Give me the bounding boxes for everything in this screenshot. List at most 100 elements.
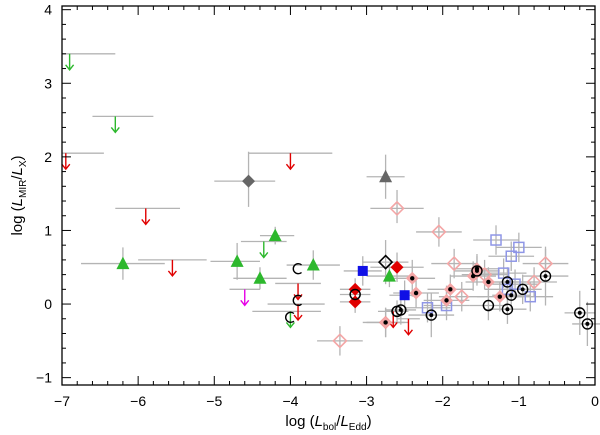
- center-dot: [497, 294, 503, 299]
- diamond-open-shape: [377, 254, 394, 270]
- circle-shape: [471, 265, 483, 277]
- arrow-down-marker: [65, 53, 75, 71]
- triangle-shape: [230, 254, 244, 267]
- circle-open-shape: [391, 305, 403, 318]
- pink-diamond-dot-marker: [443, 282, 457, 296]
- pink-diamond-dot-marker: [379, 315, 393, 329]
- arrow-down-marker: [110, 116, 120, 134]
- circle-open-marker: [482, 299, 495, 312]
- pink-diamond-dot-marker: [409, 286, 423, 300]
- center-dot: [383, 320, 388, 325]
- axes: −7 −6 −5 −4 −3 −2 −1 0 −1 0 1 2 3 4: [36, 2, 599, 409]
- diamond-open-shape: [332, 333, 348, 349]
- center-dot: [509, 293, 514, 298]
- diamond-shape: [390, 260, 404, 274]
- c-open-marker: [292, 263, 302, 275]
- center-dot: [520, 287, 525, 292]
- circle-shape: [574, 307, 586, 319]
- circle-open-shape: [349, 288, 361, 301]
- diamond-open-shape: [389, 200, 405, 217]
- circle-open-marker: [391, 305, 403, 318]
- c-open-marker: [292, 294, 302, 307]
- triangle-up-marker: [379, 169, 393, 183]
- arrow-head: [388, 321, 398, 329]
- arrow-head: [65, 64, 75, 71]
- triangle-up-marker: [116, 256, 130, 270]
- square-open-shape: [505, 250, 517, 262]
- square-open-shape: [490, 234, 502, 246]
- arrow-head: [285, 321, 295, 329]
- center-dot: [448, 287, 453, 292]
- x-tick-label: −7: [54, 393, 70, 409]
- center-dot: [474, 268, 479, 273]
- arrow-down-marker: [285, 311, 295, 329]
- circle-open-marker: [349, 288, 361, 301]
- diamond-shape: [242, 174, 256, 188]
- x-tick-label: −6: [130, 393, 146, 409]
- circle-shape: [516, 283, 529, 296]
- center-dot: [429, 313, 434, 318]
- circle-dot-marker: [505, 289, 517, 301]
- diamond-open-shape: [454, 289, 470, 305]
- arrow-down-marker: [259, 241, 269, 259]
- c-open-marker: [285, 311, 295, 323]
- square-marker: [399, 290, 410, 301]
- data-points: [61, 53, 594, 349]
- triangle-up-marker: [306, 258, 320, 271]
- circle-shape: [501, 276, 514, 288]
- y-tick-label: 4: [44, 2, 52, 18]
- x-tick-label: −2: [435, 393, 451, 409]
- y-tick-label: 2: [44, 149, 52, 165]
- center-dot: [413, 290, 419, 296]
- circle-shape: [505, 289, 517, 301]
- arrow-down-marker: [167, 259, 177, 278]
- triangle-shape: [116, 256, 130, 270]
- x-tick-label: −3: [359, 393, 375, 409]
- x-tick-label: 0: [591, 393, 599, 409]
- pink-diamond-dot-marker: [440, 293, 454, 307]
- center-dot: [444, 298, 449, 303]
- triangle-up-marker: [268, 228, 282, 242]
- circle-shape: [581, 318, 594, 330]
- circle-dot-marker: [471, 265, 483, 277]
- circle-dot-marker: [501, 303, 514, 315]
- y-tick-label: −1: [36, 370, 52, 386]
- pink-diamond-dot-marker: [405, 271, 419, 285]
- arrow-head: [259, 252, 269, 259]
- square-open-marker: [501, 283, 514, 296]
- diamond-open-marker: [377, 254, 394, 270]
- center-dot: [543, 274, 548, 279]
- diamond-open-shape: [431, 224, 447, 240]
- y-axis-title: log (LMIR/LX): [9, 155, 29, 235]
- diamond-open-marker: [389, 200, 405, 217]
- center-dot: [410, 276, 415, 281]
- diamond-open-marker: [526, 274, 542, 290]
- arrow-head: [61, 163, 71, 171]
- square-open-marker: [490, 234, 502, 246]
- arrow-down-marker: [285, 153, 295, 171]
- triangle-up-marker: [382, 269, 396, 282]
- y-tick-label: 0: [44, 296, 52, 312]
- diamond-open-marker: [332, 333, 348, 349]
- open-arc-shape: [292, 263, 302, 275]
- circle-shape: [501, 303, 514, 315]
- square-open-marker: [524, 290, 537, 303]
- diamond-open-marker: [446, 255, 462, 272]
- triangle-up-marker: [253, 271, 267, 284]
- square-open-shape: [501, 283, 514, 296]
- square-marker: [357, 265, 368, 276]
- x-tick-label: −1: [511, 393, 527, 409]
- diamond-open-shape: [537, 255, 554, 272]
- circle-open-shape: [482, 299, 495, 312]
- triangle-shape: [253, 271, 267, 284]
- diamond-marker: [390, 260, 404, 274]
- arrow-head: [403, 329, 413, 336]
- plot-frame: [61, 5, 596, 386]
- arrow-head: [110, 126, 120, 134]
- y-tick-label: 1: [44, 222, 52, 238]
- arrow-head: [240, 299, 250, 307]
- x-axis-title: log (Lbol/LEdd): [285, 413, 371, 433]
- y-tick-label: 3: [44, 75, 52, 91]
- circle-dot-marker: [516, 283, 529, 296]
